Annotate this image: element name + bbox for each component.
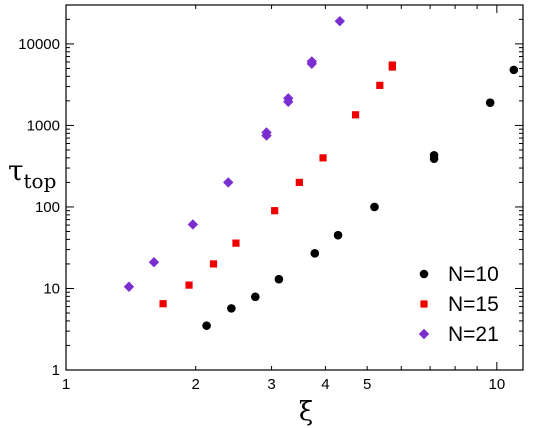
legend-item: N=15: [420, 293, 499, 316]
x-tick-label: 1: [62, 376, 70, 393]
data-point: [333, 230, 343, 240]
data-point: [202, 321, 211, 330]
data-point: [319, 154, 327, 162]
x-axis-title: ξ: [299, 397, 313, 427]
y-tick-label: 1: [52, 362, 60, 379]
series-3: [123, 15, 345, 292]
legend-item: N=10: [419, 263, 499, 286]
data-point: [185, 281, 193, 289]
data-point: [148, 257, 160, 268]
data-point: [250, 292, 260, 302]
x-tick-label: 3: [267, 376, 275, 393]
data-point: [306, 56, 318, 67]
data-point: [123, 281, 135, 292]
series-1: [202, 65, 519, 330]
x-tick-label: 4: [321, 376, 329, 393]
x-tick-label: 10: [489, 376, 506, 393]
x-axis-tick-labels: 1 2 3 4 5 10: [62, 376, 505, 393]
data-point: [429, 151, 439, 160]
data-point: [283, 93, 294, 104]
legend-marker: [420, 300, 428, 308]
data-point: [295, 178, 303, 187]
y-tick-label: 10000: [18, 36, 60, 53]
data-point: [376, 81, 384, 89]
series-2: [159, 61, 396, 308]
data-point: [485, 98, 495, 107]
data-point: [509, 65, 519, 75]
data-point: [223, 177, 234, 188]
y-axis-title-main: τ: [8, 154, 24, 187]
data-point: [261, 127, 272, 138]
legend-label: N=15: [448, 293, 499, 316]
data-point: [351, 111, 360, 119]
data-point: [232, 239, 240, 247]
data-point: [271, 207, 279, 215]
data-point: [227, 304, 236, 313]
data-point: [274, 274, 284, 284]
y-axis-tick-labels: 1 10 100 1000 10000: [18, 36, 60, 379]
data-point: [159, 300, 167, 308]
x-tick-label: 5: [363, 376, 371, 393]
legend-marker: [419, 269, 429, 279]
y-axis-ticks: [66, 4, 523, 371]
legend: N=10 N=15 N=21: [418, 263, 499, 346]
y-tick-label: 100: [35, 199, 60, 216]
data-point: [187, 219, 199, 230]
y-tick-label: 10: [43, 280, 60, 297]
data-point: [334, 15, 345, 27]
x-tick-label: 2: [192, 376, 200, 393]
data-points: [123, 15, 519, 330]
y-axis-title: τtop: [8, 154, 56, 193]
legend-item: N=21: [418, 323, 499, 346]
x-axis-ticks: [65, 5, 498, 370]
data-point: [388, 61, 396, 69]
data-point: [310, 249, 320, 258]
y-tick-label: 1000: [27, 117, 60, 134]
legend-label: N=10: [448, 263, 499, 286]
plot-frame: [65, 4, 524, 371]
y-axis-title-subscript: top: [24, 169, 57, 193]
data-point: [209, 260, 218, 268]
legend-marker: [418, 328, 430, 340]
legend-label: N=21: [448, 323, 499, 346]
data-point: [370, 202, 379, 212]
